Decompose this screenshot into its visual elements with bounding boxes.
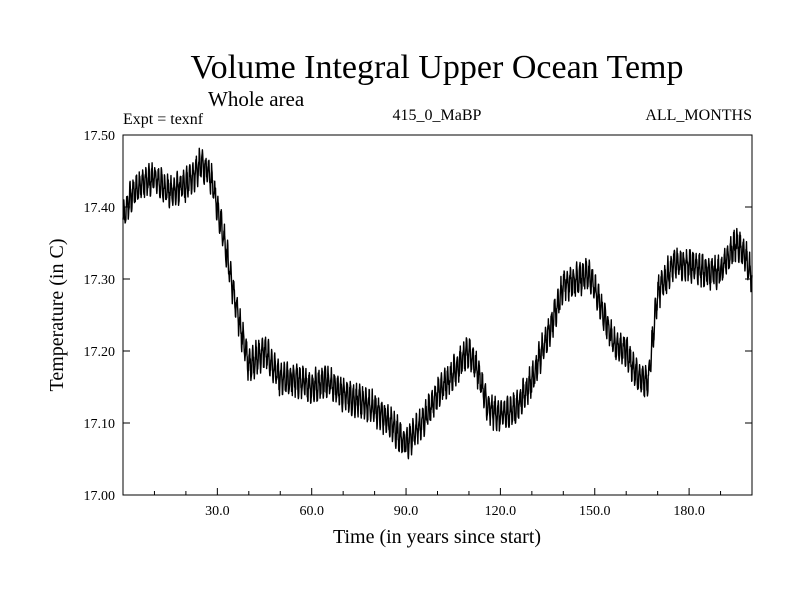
x-tick-label: 120.0 bbox=[485, 504, 517, 519]
y-tick-label: 17.50 bbox=[84, 129, 116, 144]
y-tick-label: 17.00 bbox=[84, 489, 116, 504]
x-axis-label: Time (in years since start) bbox=[333, 526, 541, 548]
series-line bbox=[122, 147, 753, 460]
chart-subtitle: Whole area bbox=[208, 87, 305, 111]
run-label: 415_0_MaBP bbox=[393, 107, 482, 124]
y-tick-label: 17.30 bbox=[84, 273, 116, 288]
y-tick-label: 17.40 bbox=[84, 201, 116, 216]
y-axis: 17.00 17.10 17.20 17.30 17.40 17.50 bbox=[84, 129, 752, 504]
x-axis: 30.0 60.0 90.0 120.0 150.0 180.0 bbox=[153, 488, 722, 519]
y-tick-label: 17.10 bbox=[84, 417, 116, 432]
plot-frame bbox=[122, 134, 753, 496]
experiment-label: Expt = texnf bbox=[123, 111, 204, 128]
x-tick-label: 180.0 bbox=[673, 504, 705, 519]
chart-title: Volume Integral Upper Ocean Temp bbox=[191, 49, 684, 86]
x-tick-label: 30.0 bbox=[205, 504, 230, 519]
x-tick-label: 90.0 bbox=[394, 504, 419, 519]
x-tick-label: 60.0 bbox=[299, 504, 324, 519]
y-tick-label: 17.20 bbox=[84, 345, 116, 360]
x-tick-label: 150.0 bbox=[579, 504, 611, 519]
months-label: ALL_MONTHS bbox=[645, 107, 752, 124]
y-axis-label: Temperature (in C) bbox=[46, 239, 68, 392]
